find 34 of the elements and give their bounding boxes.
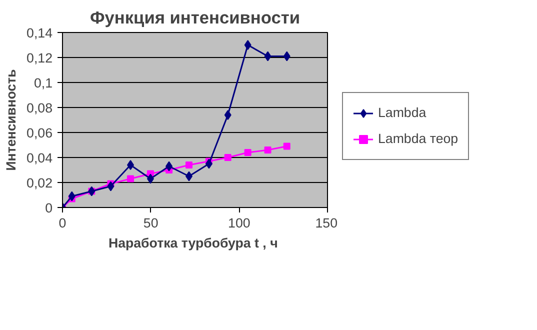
point (264, 146, 272, 154)
y-tick-label: 0,06 (26, 126, 53, 140)
point (244, 40, 252, 50)
y-tick-label: 0,02 (26, 176, 53, 190)
point (166, 161, 173, 172)
chart-title: Функция интенсивности (90, 8, 300, 28)
y-tick-label: 0 (45, 200, 53, 216)
legend-label: Lambda теор (378, 131, 458, 146)
point (68, 191, 76, 202)
x-tick-label: 0 (58, 216, 66, 230)
y-tick-label: 0,04 (26, 150, 54, 166)
x-tick-label: 150 (315, 216, 338, 230)
y-axis-title: Интенсивность (4, 69, 19, 171)
point (224, 154, 232, 161)
x-tick-label: 100 (228, 216, 250, 230)
point (224, 110, 232, 120)
y-tick-label: 0,08 (26, 100, 53, 116)
point (205, 158, 212, 169)
y-tick-label: 0,1 (34, 76, 53, 90)
x-tick-label: 50 (143, 216, 158, 230)
point (283, 51, 290, 62)
point (264, 51, 272, 62)
point (185, 171, 192, 182)
point (185, 162, 192, 168)
point (127, 175, 134, 182)
y-tick-label: 0,12 (26, 50, 53, 66)
legend-label: Lambda (378, 105, 426, 120)
point (127, 160, 134, 170)
x-axis-title: Наработка турбобура t , ч (108, 236, 278, 250)
point (283, 142, 290, 150)
y-tick-label: 0,14 (26, 26, 54, 40)
point (146, 174, 154, 184)
point (244, 149, 252, 156)
point (107, 181, 114, 192)
